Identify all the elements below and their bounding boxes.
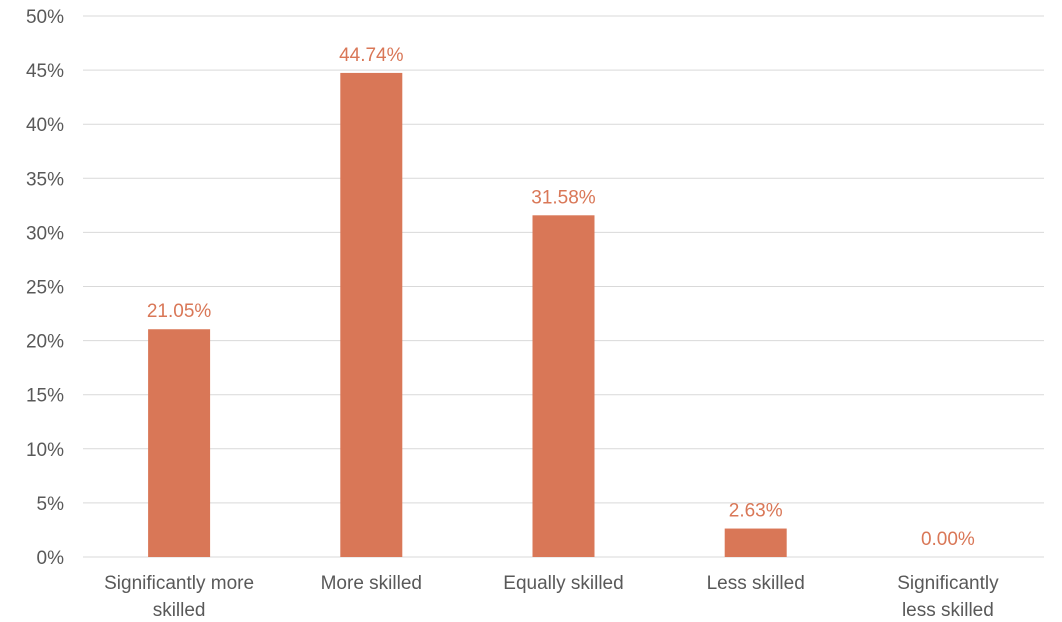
y-tick-label: 30% [26, 223, 64, 244]
x-tick-label: Significantly more skilled [104, 573, 254, 621]
x-axis-ticks: Significantly more skilled More skilled Equ… [104, 573, 999, 621]
data-label: 44.74% [339, 45, 404, 66]
bar [340, 72, 403, 557]
x-tick-label: More skilled [321, 573, 422, 594]
data-label: 0.00% [921, 529, 975, 550]
data-label: 2.63% [729, 501, 783, 522]
y-tick-label: 35% [26, 169, 64, 190]
data-label: 21.05% [147, 301, 212, 322]
y-tick-label: 15% [26, 386, 64, 407]
x-tick-label: Equally skilled [503, 573, 623, 594]
y-tick-label: 0% [37, 548, 65, 569]
bar [148, 329, 211, 557]
bar [532, 215, 595, 558]
y-tick-label: 20% [26, 332, 64, 353]
x-tick-label: Significantly less skilled [897, 573, 999, 621]
bar [724, 528, 787, 557]
y-tick-label: 40% [26, 115, 64, 136]
y-tick-label: 25% [26, 278, 64, 299]
y-tick-label: 50% [26, 7, 64, 28]
y-axis-ticks: 0% 5% 10% 15% 20% 25% 30% 35% 40% 45% 50% [26, 7, 64, 569]
data-label: 31.58% [531, 187, 596, 208]
y-tick-label: 5% [37, 494, 65, 515]
data-labels: 21.05% 44.74% 31.58% 2.63% 0.00% [147, 45, 975, 550]
bars [148, 72, 787, 558]
y-tick-label: 45% [26, 61, 64, 82]
y-tick-label: 10% [26, 440, 64, 461]
x-tick-label: Less skilled [707, 573, 805, 594]
